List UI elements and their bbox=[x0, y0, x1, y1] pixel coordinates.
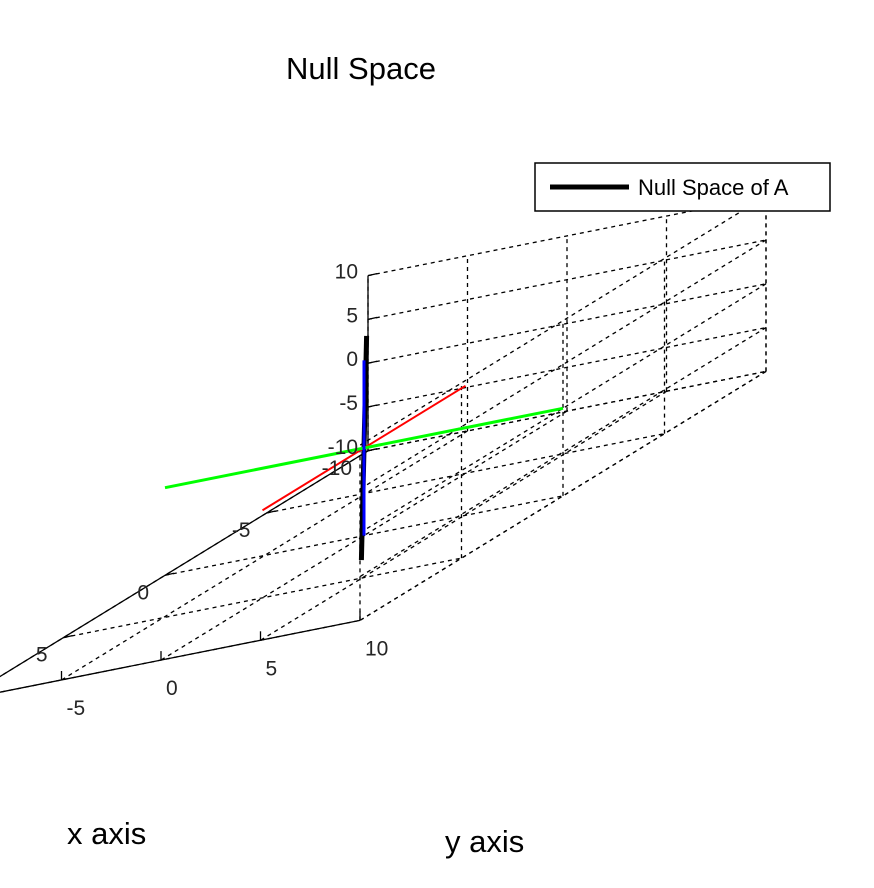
grid-line-wall-z bbox=[367, 283, 767, 364]
y-axis-label: y axis bbox=[445, 824, 524, 859]
y-axis-line bbox=[0, 619, 361, 693]
x-tick-label: 5 bbox=[36, 644, 48, 667]
x-tick-label: -10 bbox=[322, 457, 352, 480]
z-tick-mark bbox=[367, 404, 378, 408]
x-tick-mark bbox=[266, 510, 276, 514]
z-tick-mark bbox=[367, 272, 378, 277]
z-tick-mark bbox=[367, 316, 378, 321]
x-axis-label: x axis bbox=[67, 816, 146, 851]
grid-line-wall-z bbox=[367, 326, 767, 408]
y-tick-label: 5 bbox=[266, 657, 278, 680]
x-tick-label: -5 bbox=[232, 519, 251, 542]
grid-line-floor-x bbox=[266, 432, 665, 514]
x-tick-mark bbox=[367, 448, 378, 452]
y-tick-label: 0 bbox=[166, 677, 178, 700]
grid-line-floor-x bbox=[63, 557, 462, 639]
grid-lines bbox=[0, 195, 767, 693]
x-tick-mark bbox=[164, 572, 175, 576]
y-tick-label: -5 bbox=[67, 697, 86, 720]
chart-title: Null Space bbox=[286, 51, 436, 86]
z-tick-label: 5 bbox=[346, 304, 358, 327]
z-tick-label: 0 bbox=[346, 348, 358, 371]
legend-label-null-space: Null Space of A bbox=[638, 175, 789, 200]
legend: Null Space of A bbox=[534, 162, 831, 212]
x-tick-mark bbox=[63, 634, 73, 639]
z-tick-label: -5 bbox=[339, 392, 358, 415]
grid-line-floor-y bbox=[0, 450, 369, 678]
x-axis-line bbox=[0, 450, 369, 678]
z-tick-label: -10 bbox=[328, 436, 358, 459]
grid-line-floor-x bbox=[0, 619, 361, 693]
z-tick-label: 10 bbox=[335, 261, 358, 284]
y-tick-label: 10 bbox=[365, 637, 388, 660]
grid-line-wall-z bbox=[367, 370, 767, 452]
z-tick-mark bbox=[367, 360, 378, 364]
series-lines bbox=[164, 335, 564, 561]
axis-lines bbox=[0, 272, 378, 693]
x-tick-label: 0 bbox=[137, 581, 149, 604]
grid-line-wall-z bbox=[367, 239, 767, 321]
